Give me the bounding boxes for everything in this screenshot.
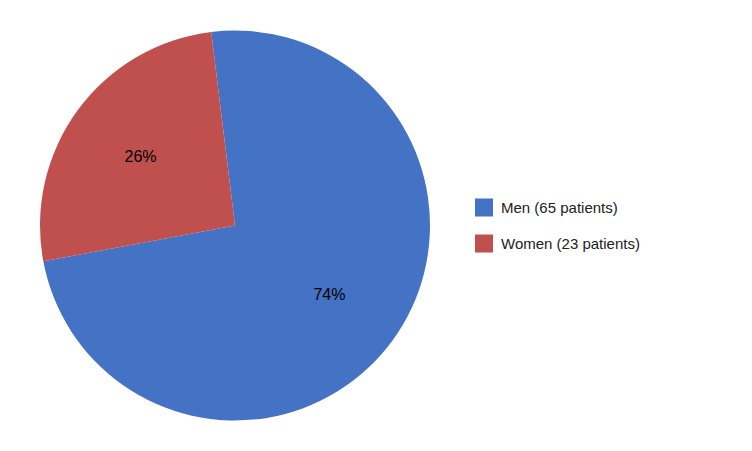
legend: Men (65 patients) Women (23 patients): [475, 199, 640, 253]
legend-item: Men (65 patients): [475, 199, 618, 217]
legend-label: Men (65 patients): [501, 199, 618, 216]
legend-swatch: [475, 199, 493, 217]
data-label: 74%: [313, 286, 345, 303]
pie: [40, 31, 430, 421]
data-labels: 74% 26%: [125, 148, 346, 303]
legend-swatch: [475, 235, 493, 253]
legend-label: Women (23 patients): [501, 235, 640, 252]
data-label: 26%: [125, 148, 157, 165]
legend-item: Women (23 patients): [475, 235, 640, 253]
pie-slice: [40, 32, 235, 261]
chart: 74% 26% Men (65 patients) Women (23 patient…: [0, 0, 752, 451]
